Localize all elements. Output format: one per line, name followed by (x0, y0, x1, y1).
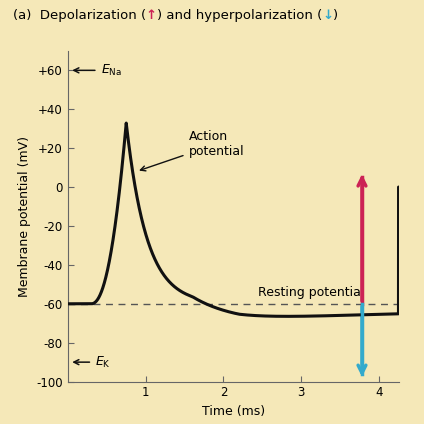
Text: $E_\mathrm{K}$: $E_\mathrm{K}$ (74, 354, 111, 370)
Text: ↑: ↑ (146, 9, 157, 22)
X-axis label: Time (ms): Time (ms) (202, 405, 265, 418)
Text: ) and hyperpolarization (: ) and hyperpolarization ( (157, 9, 322, 22)
Text: ): ) (333, 9, 338, 22)
Text: (a)  Depolarization (: (a) Depolarization ( (13, 9, 146, 22)
Text: $E_\mathrm{Na}$: $E_\mathrm{Na}$ (74, 63, 122, 78)
Text: Resting potential: Resting potential (259, 286, 365, 298)
Y-axis label: Membrane potential (mV): Membrane potential (mV) (18, 136, 31, 297)
Text: Action
potential: Action potential (140, 130, 244, 171)
Text: ↓: ↓ (322, 9, 333, 22)
